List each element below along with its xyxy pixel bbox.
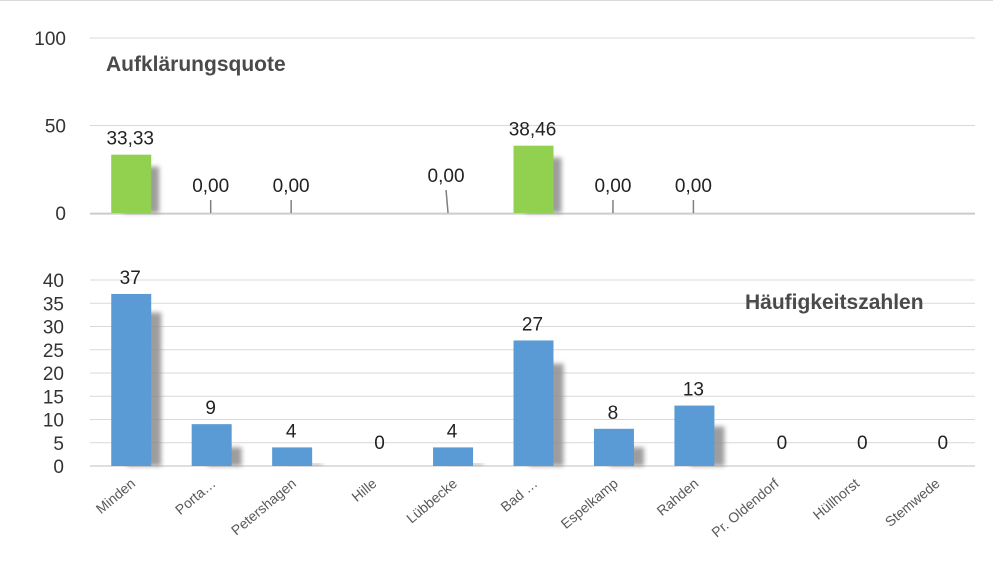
category-label-2: Porta… [172, 475, 219, 518]
bar-bottom-5 [433, 447, 474, 466]
y-tick-bottom-35: 35 [43, 294, 64, 315]
bar-bottom-2 [191, 424, 232, 466]
data-label-bottom-10: 0 [857, 433, 868, 454]
category-label-5: Lübbecke [403, 475, 460, 526]
title-aufklaerungsquote: Aufklärungsquote [106, 53, 286, 76]
data-label-bottom-7: 8 [608, 403, 619, 424]
data-label-bottom-6: 27 [522, 314, 543, 335]
bars [111, 145, 715, 466]
bar-bottom-3 [272, 447, 313, 466]
y-tick-bottom-20: 20 [43, 364, 64, 385]
data-label-bottom-3: 4 [286, 421, 297, 442]
y-tick-bottom-15: 15 [43, 387, 64, 408]
data-label-bottom-11: 0 [937, 433, 948, 454]
data-label-top-2: 0,00 [192, 176, 229, 197]
bar-top-1 [111, 154, 152, 213]
data-label-top-5: 0,00 [428, 166, 465, 187]
data-label-bottom-2: 9 [205, 398, 216, 419]
y-tick-bottom-10: 10 [43, 411, 64, 432]
data-label-top-3: 0,00 [273, 176, 310, 197]
y-tick-bottom-30: 30 [43, 318, 64, 339]
data-label-top-1: 33,33 [106, 129, 154, 150]
bar-bottom-7 [593, 428, 634, 466]
data-label-top-8: 0,00 [675, 176, 712, 197]
category-label-9: Pr. Oldendorf [708, 475, 782, 540]
data-label-top-6: 38,46 [509, 120, 557, 141]
y-tick-top-50: 50 [45, 117, 66, 138]
data-label-top-7: 0,00 [594, 176, 631, 197]
data-label-bottom-1: 37 [120, 268, 141, 289]
y-tick-bottom-40: 40 [43, 271, 64, 292]
category-label-7: Espelkamp [558, 475, 622, 532]
data-label-bottom-4: 0 [374, 433, 385, 454]
data-label-bottom-9: 0 [777, 433, 788, 454]
category-label-4: Hille [348, 475, 379, 505]
leader-line-top-5 [445, 189, 449, 214]
category-label-11: Stemwede [882, 475, 943, 530]
bar-bottom-1 [111, 293, 152, 466]
y-tick-bottom-25: 25 [43, 341, 64, 362]
category-label-8: Rahden [653, 475, 701, 519]
category-label-3: Petershagen [228, 475, 299, 538]
y-tick-top-0: 0 [55, 204, 66, 225]
y-tick-bottom-0: 0 [53, 457, 64, 478]
category-label-1: Minden [93, 475, 138, 517]
category-label-6: Bad … [497, 475, 540, 515]
data-label-bottom-5: 4 [447, 421, 458, 442]
bar-bottom-8 [674, 405, 715, 466]
category-label-10: Hüllhorst [810, 475, 863, 523]
y-tick-bottom-5: 5 [53, 434, 64, 455]
data-labels: 33,33 0,00 0,00 0,00 38,46 0,00 0,00 37 9 4 0 4 27 8 1… [106, 120, 948, 454]
title-haeufigkeitszahlen: Häufigkeitszahlen [745, 291, 924, 314]
data-label-bottom-8: 13 [683, 380, 704, 401]
y-tick-top-100: 100 [34, 29, 66, 50]
bar-top-6 [513, 145, 554, 213]
bar-bottom-6 [513, 340, 554, 466]
category-labels: Minden Porta… Petershagen Hille Lübbecke Bad … [93, 475, 943, 540]
